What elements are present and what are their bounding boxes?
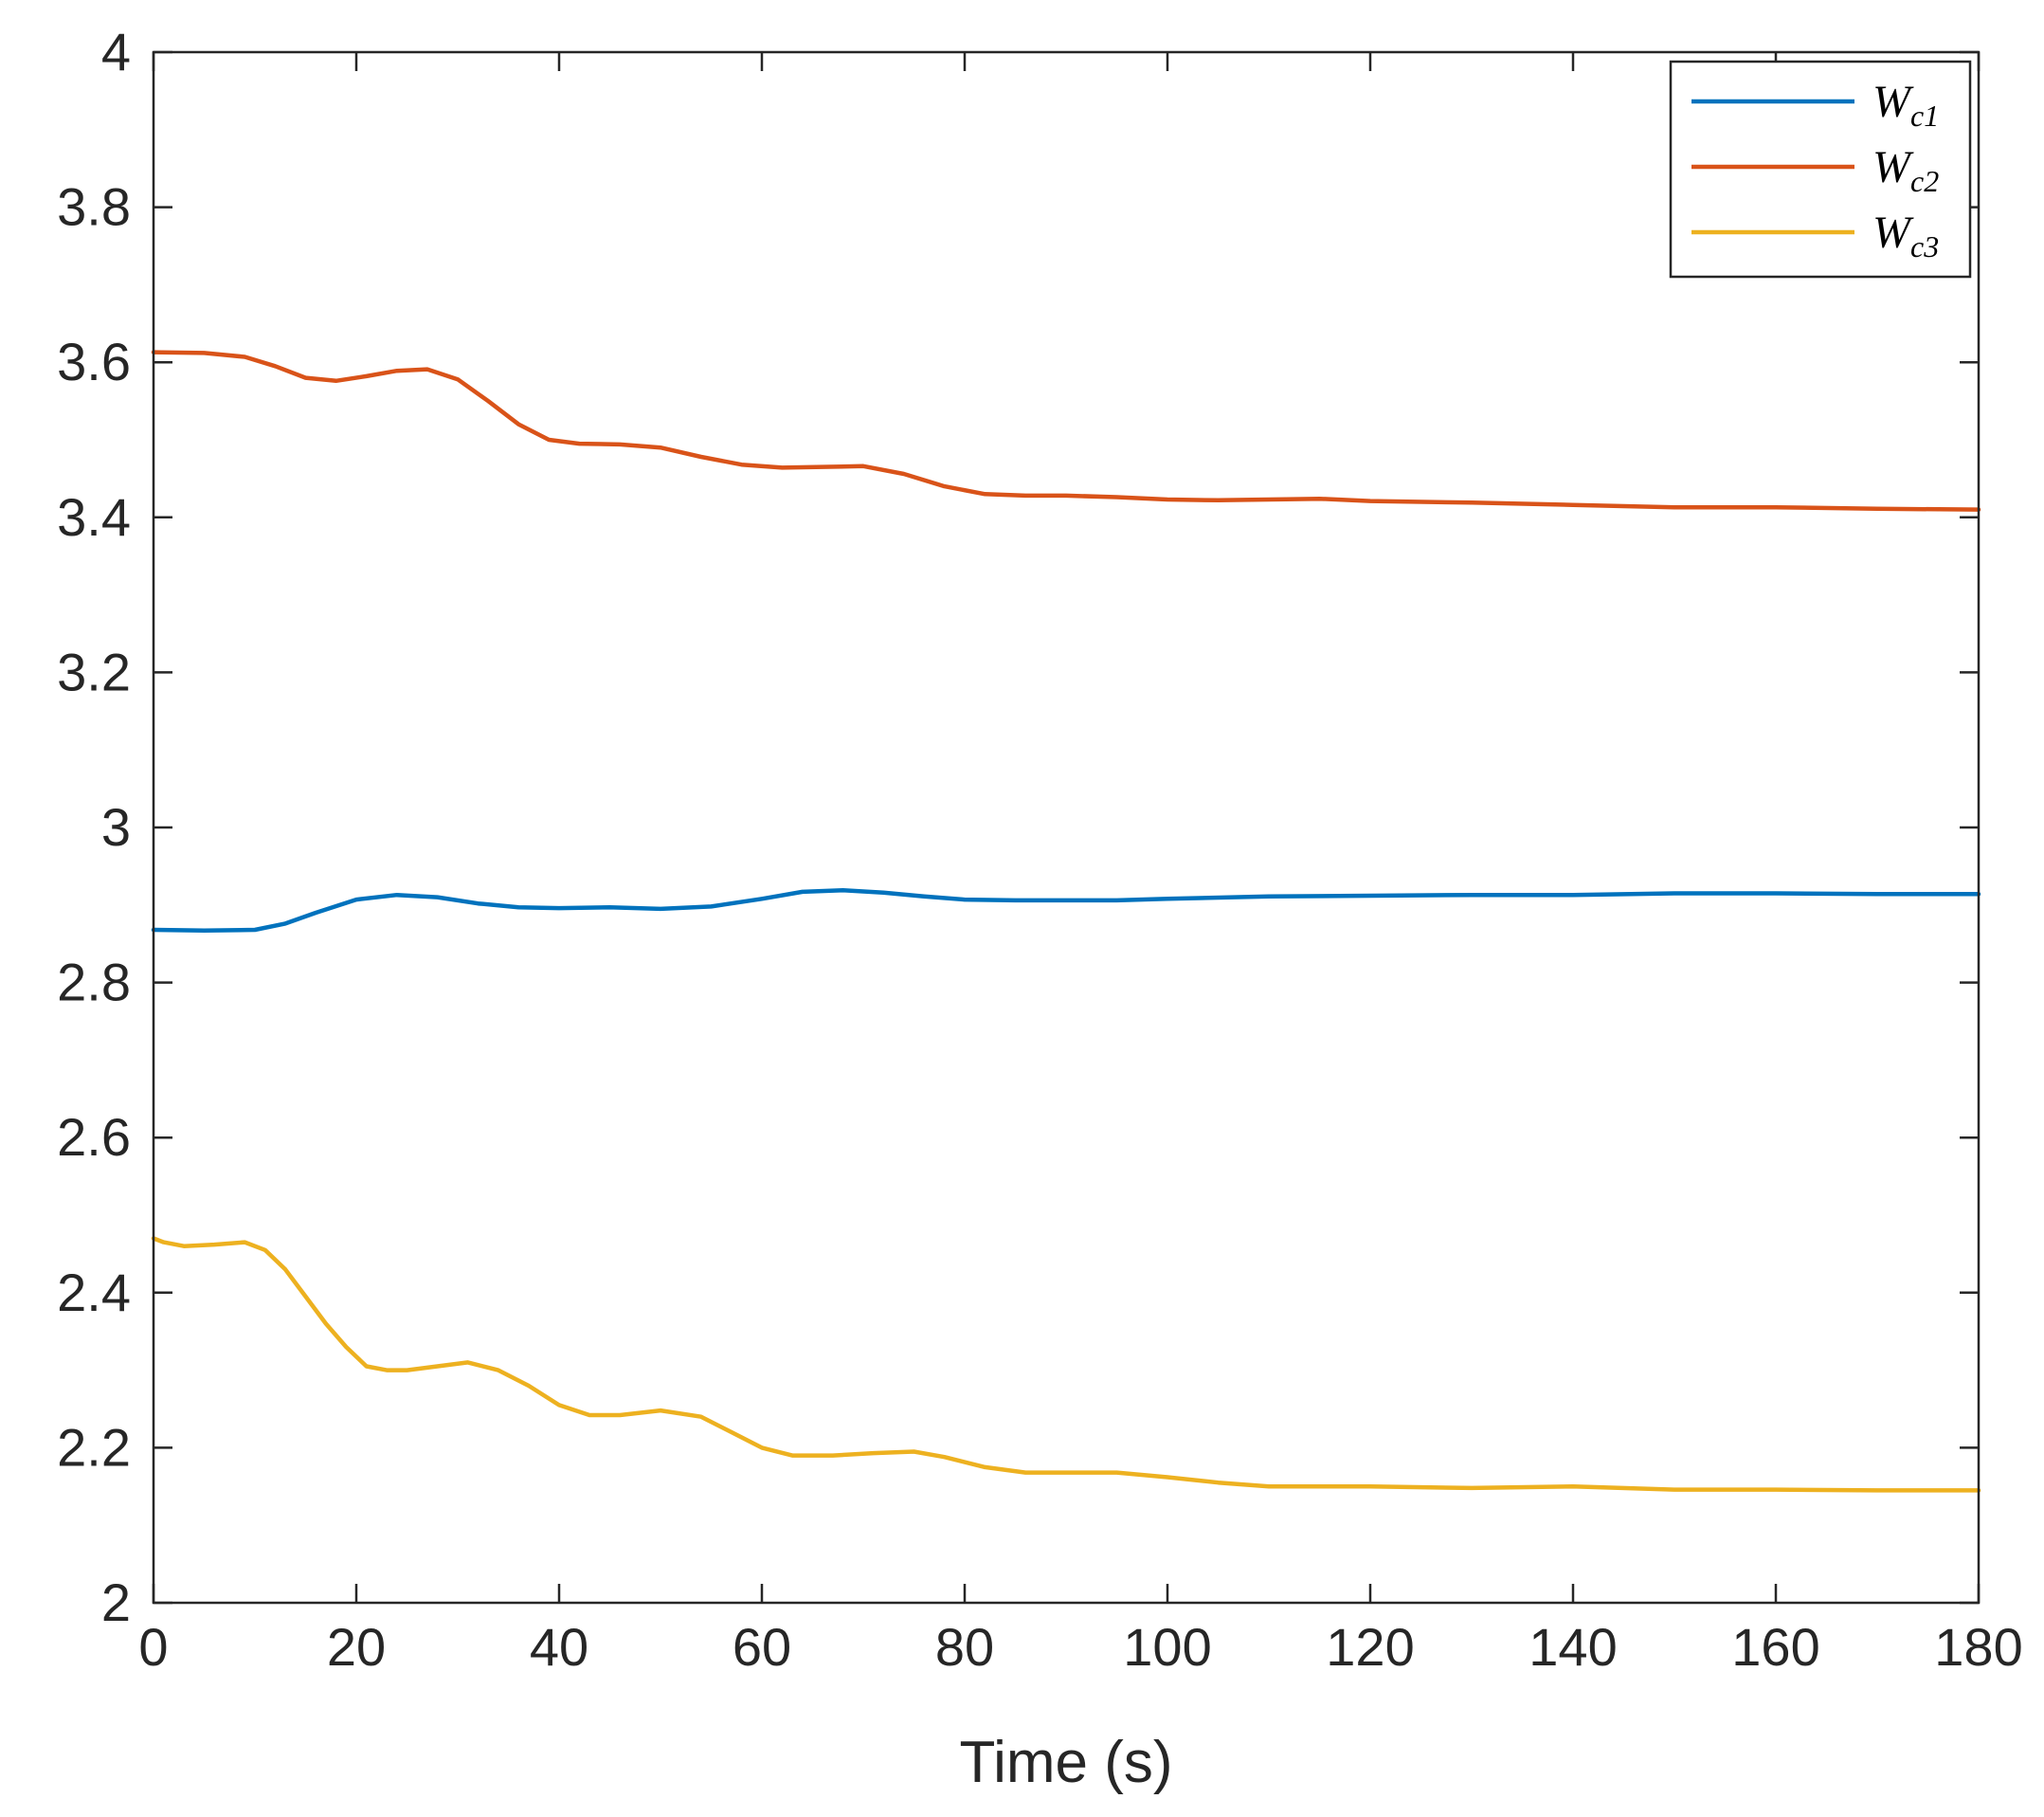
legend-label-c3: Wc3 xyxy=(1872,208,1939,263)
y-tick-label: 3 xyxy=(101,797,131,857)
y-tick-label: 2.2 xyxy=(57,1417,131,1477)
legend-label-main: W xyxy=(1872,142,1914,192)
x-tick-label: 80 xyxy=(935,1617,994,1677)
y-tick-label: 2 xyxy=(101,1572,131,1632)
legend-label-subscript: c1 xyxy=(1910,99,1939,133)
y-tick-label: 2.4 xyxy=(57,1263,131,1322)
series-line-c2 xyxy=(151,350,1981,512)
plot-frame xyxy=(152,50,1981,1605)
x-tick-label: 160 xyxy=(1731,1617,1819,1677)
plot-area xyxy=(154,52,1979,1603)
tick-layer: 0 20 40 60 80 100 120 140 160 180 2 2.2 2.4 2.6 2.8 3 3.… xyxy=(57,22,2023,1677)
legend-box xyxy=(1669,60,1972,279)
legend-label-main: W xyxy=(1872,77,1914,127)
legend-label-main: W xyxy=(1872,208,1914,258)
x-tick-label: 60 xyxy=(733,1617,791,1677)
legend-label-c2: Wc2 xyxy=(1872,142,1939,198)
series-layer xyxy=(151,350,1981,1493)
x-tick-label: 0 xyxy=(138,1617,168,1677)
series-line-c3 xyxy=(151,1236,1981,1493)
y-tick-label: 4 xyxy=(101,22,131,82)
x-tick-label: 120 xyxy=(1326,1617,1414,1677)
x-tick-label: 140 xyxy=(1528,1617,1617,1677)
y-tick-label: 2.6 xyxy=(57,1107,131,1167)
y-tick-label: 2.8 xyxy=(57,953,131,1012)
legend-label-subscript: c2 xyxy=(1910,164,1939,198)
x-tick-label: 40 xyxy=(530,1617,588,1677)
x-tick-label: 100 xyxy=(1123,1617,1211,1677)
y-tick-label: 3.2 xyxy=(57,642,131,701)
legend-label-c1: Wc1 xyxy=(1872,77,1939,133)
y-tick-label: 3.6 xyxy=(57,332,131,391)
x-axis-label: Time (s) xyxy=(960,1730,1173,1795)
series-line-c1 xyxy=(151,888,1981,934)
y-tick-label: 3.4 xyxy=(57,487,131,547)
x-tick-label: 180 xyxy=(1934,1617,2022,1677)
x-tick-label: 20 xyxy=(327,1617,386,1677)
legend-label-subscript: c3 xyxy=(1910,229,1939,263)
y-tick-label: 3.8 xyxy=(57,177,131,237)
